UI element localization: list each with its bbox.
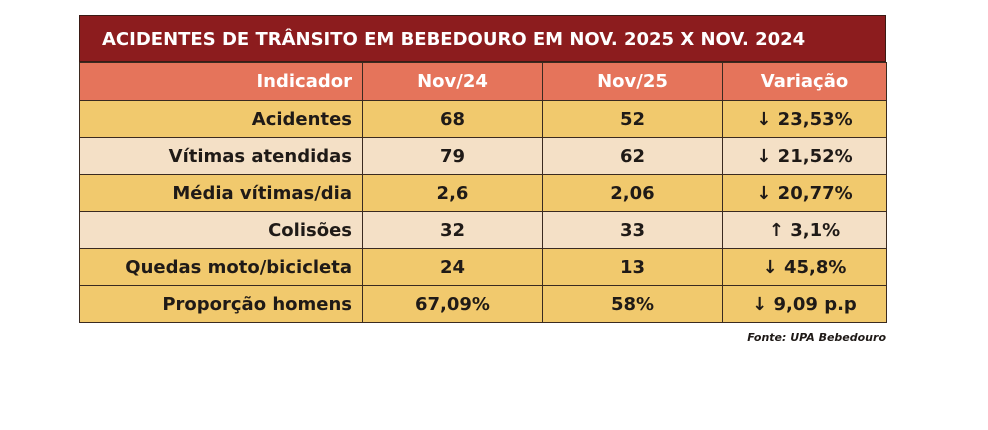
column-header: Variação (722, 62, 887, 101)
table-cell: 58% (542, 285, 723, 323)
column-header: Nov/25 (542, 62, 723, 101)
table-cell: 32 (362, 211, 543, 249)
table-cell: ↓ 9,09 p.p (722, 285, 887, 323)
table-cell: 52 (542, 100, 723, 138)
table-cell: 33 (542, 211, 723, 249)
table-panel: ACIDENTES DE TRÂNSITO EM BEBEDOURO EM NO… (79, 15, 887, 323)
table-row: Média vítimas/dia 2,6 2,06 ↓ 20,77% (79, 174, 887, 212)
table-cell: ↑ 3,1% (722, 211, 887, 249)
row-label: Acidentes (79, 100, 363, 138)
row-label: Proporção homens (79, 285, 363, 323)
row-label: Quedas moto/bicicleta (79, 248, 363, 286)
table-cell: ↓ 23,53% (722, 100, 887, 138)
row-label: Colisões (79, 211, 363, 249)
table-row: Vítimas atendidas 79 62 ↓ 21,52% (79, 137, 887, 175)
column-header: Indicador (79, 62, 363, 101)
table-cell: 2,06 (542, 174, 723, 212)
source-note: Fonte: UPA Bebedouro (747, 331, 886, 344)
data-table: Indicador Nov/24 Nov/25 Variação Acidentes 68… (79, 62, 887, 323)
row-label: Média vítimas/dia (79, 174, 363, 212)
table-cell: ↓ 45,8% (722, 248, 887, 286)
header-row: Indicador Nov/24 Nov/25 Variação (79, 62, 887, 101)
table-row: Acidentes 68 52 ↓ 23,53% (79, 100, 887, 138)
table-cell: 79 (362, 137, 543, 175)
table-cell: 2,6 (362, 174, 543, 212)
table-cell: 62 (542, 137, 723, 175)
table-cell: ↓ 21,52% (722, 137, 887, 175)
table-row: Colisões 32 33 ↑ 3,1% (79, 211, 887, 249)
table-cell: 13 (542, 248, 723, 286)
table-row: Quedas moto/bicicleta 24 13 ↓ 45,8% (79, 248, 887, 286)
table-cell: 67,09% (362, 285, 543, 323)
column-header: Nov/24 (362, 62, 543, 101)
table-title: ACIDENTES DE TRÂNSITO EM BEBEDOURO EM NO… (79, 15, 886, 62)
table-cell: 24 (362, 248, 543, 286)
table-cell: ↓ 20,77% (722, 174, 887, 212)
table-cell: 68 (362, 100, 543, 138)
row-label: Vítimas atendidas (79, 137, 363, 175)
table-row: Proporção homens 67,09% 58% ↓ 9,09 p.p (79, 285, 887, 323)
